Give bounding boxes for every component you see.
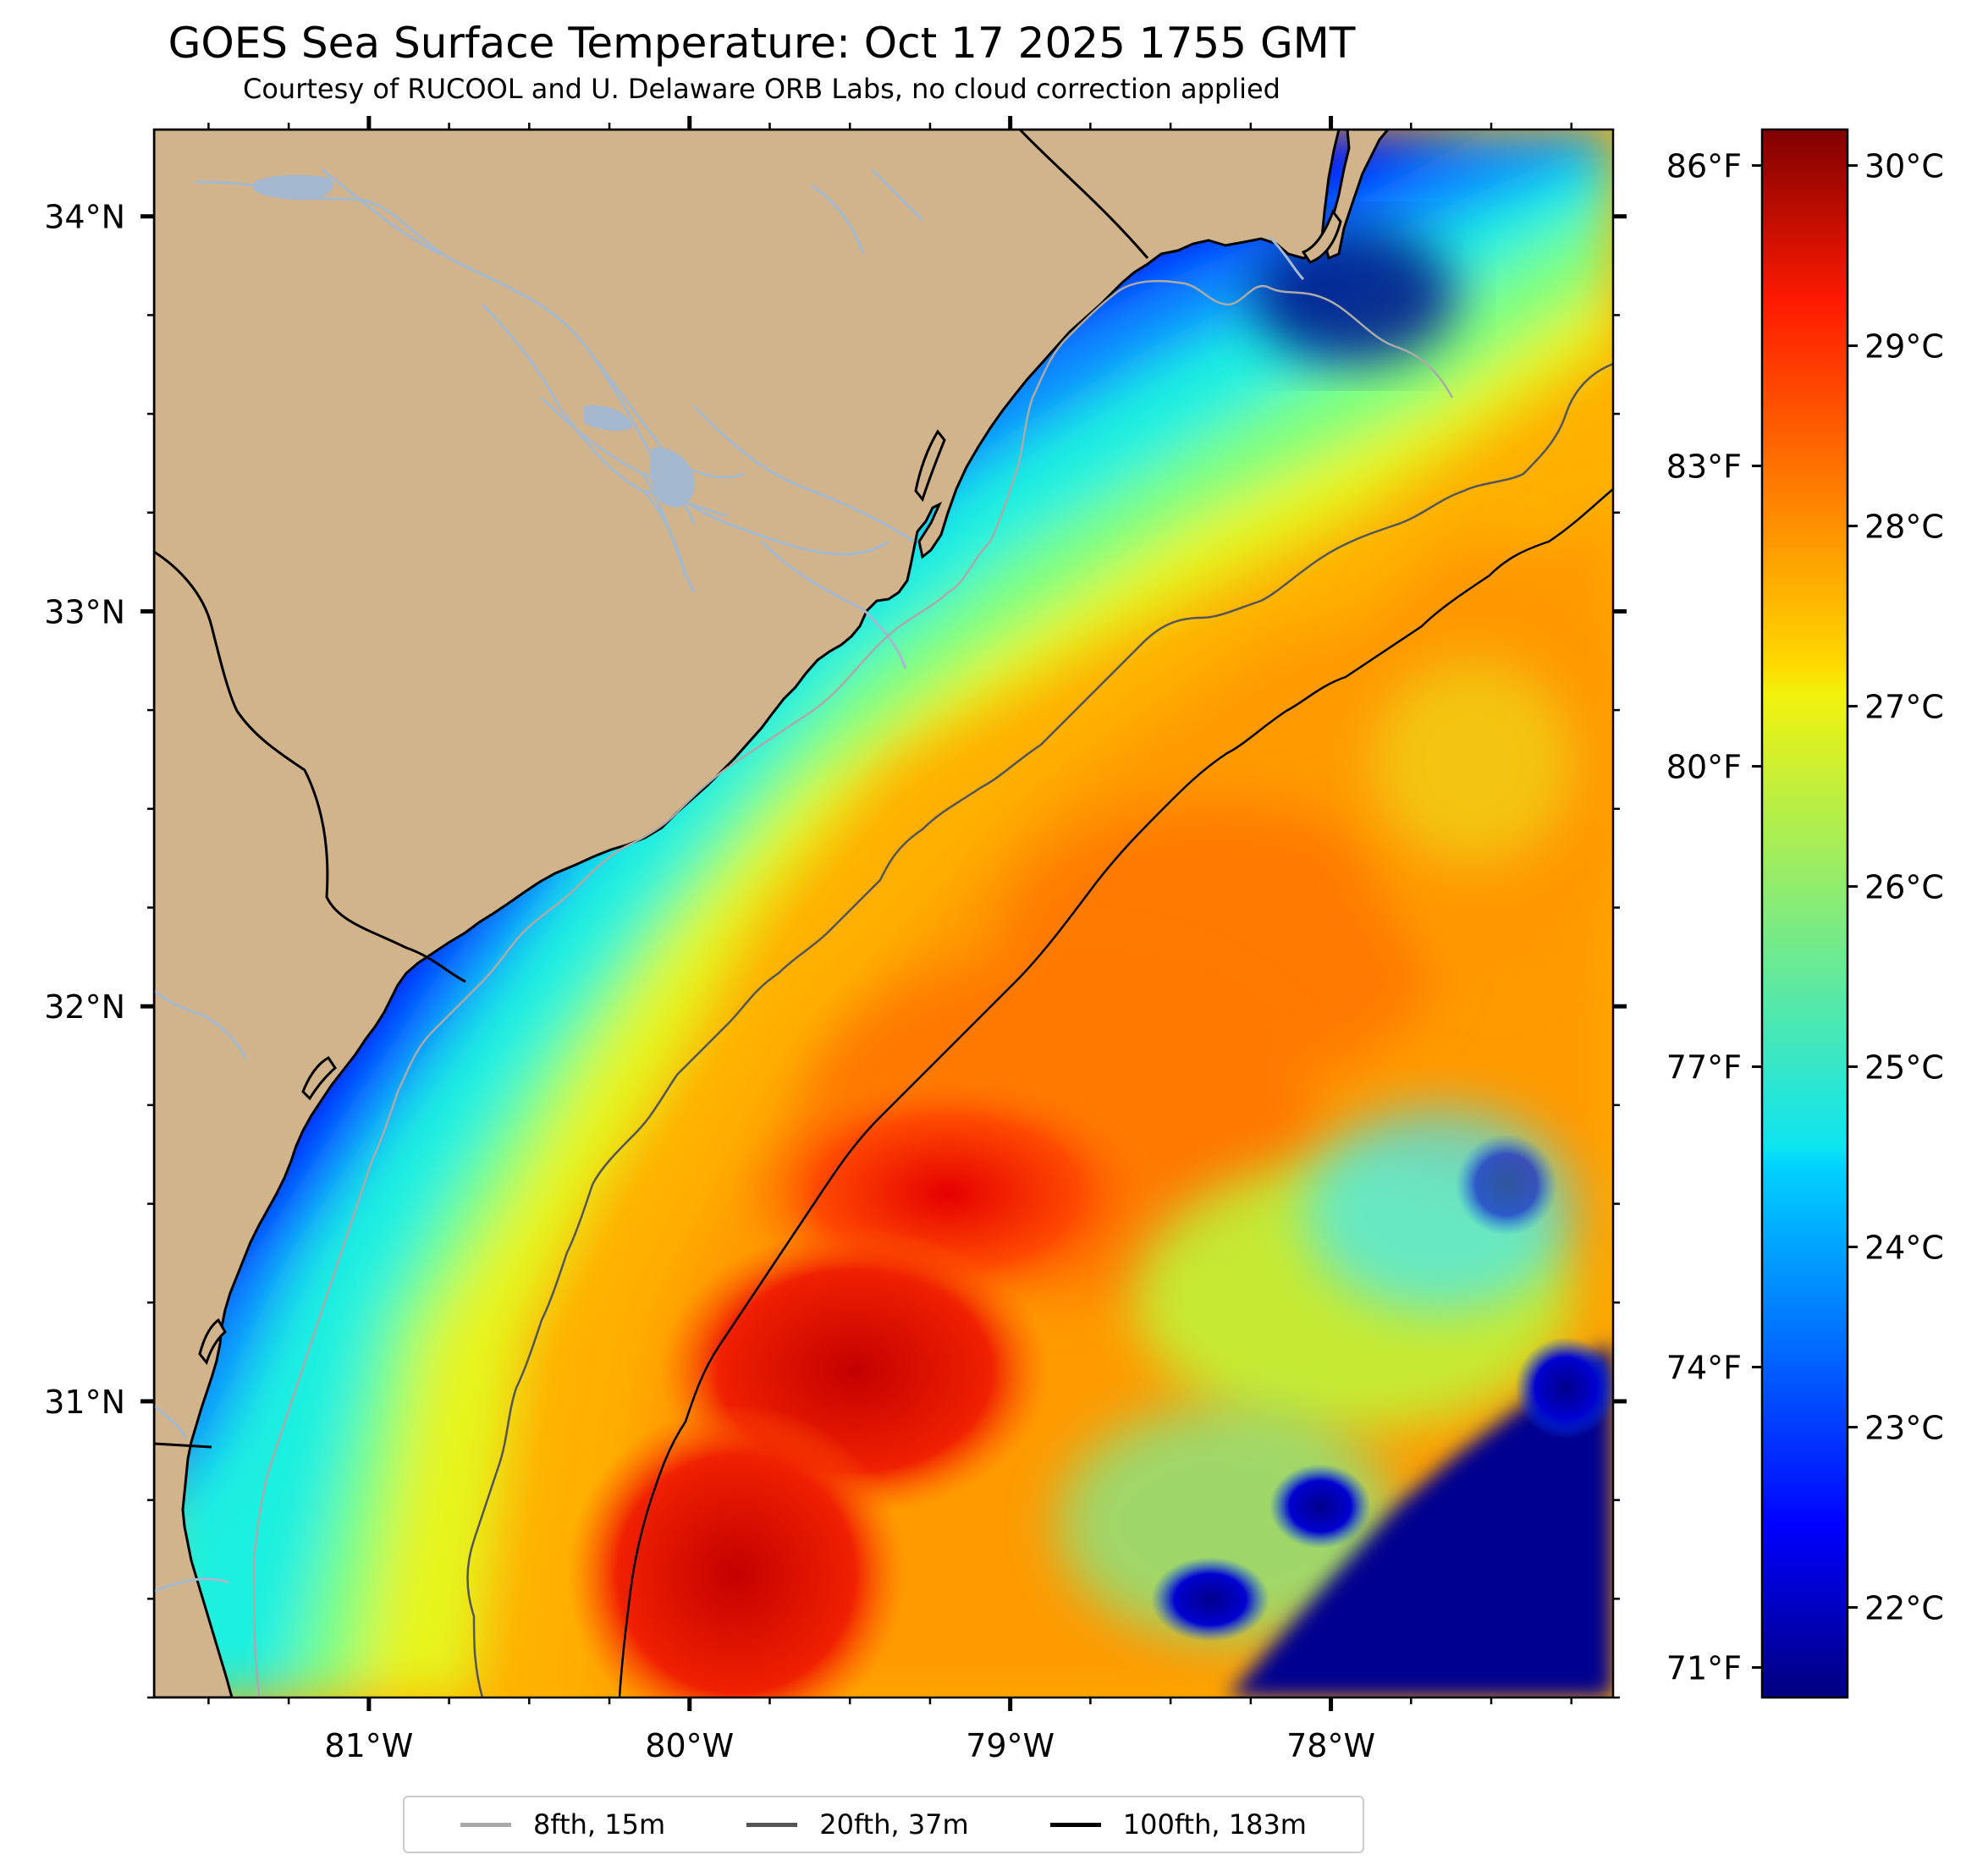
lat-tick-label: 34°N xyxy=(44,199,125,236)
state-borders xyxy=(154,129,1149,1449)
celsius-tick-label: 27°C xyxy=(1864,689,1944,726)
legend-item-20fth: 20fth, 37m xyxy=(746,1808,969,1841)
fahrenheit-tick-label: 74°F xyxy=(1666,1350,1742,1387)
lat-tick-label: 32°N xyxy=(44,988,125,1026)
isobaths xyxy=(252,279,1613,1698)
lon-tick-label: 81°W xyxy=(324,1727,413,1764)
fahrenheit-tick-label: 71°F xyxy=(1666,1650,1742,1687)
legend-label: 20fth, 37m xyxy=(819,1808,969,1841)
celsius-tick-label: 28°C xyxy=(1864,509,1944,546)
map-axes: 81°W 80°W 79°W 78°W 31°N 32°N 33°N 34°N xyxy=(44,116,1627,1764)
celsius-tick-label: 24°C xyxy=(1864,1230,1944,1267)
fahrenheit-tick-label: 83°F xyxy=(1666,448,1742,486)
lon-tick-label: 79°W xyxy=(966,1727,1055,1764)
legend-label: 8fth, 15m xyxy=(533,1808,666,1841)
celsius-tick-label: 29°C xyxy=(1864,328,1944,366)
map-frame xyxy=(152,128,1615,1699)
isobath-legend: 8fth, 15m 20fth, 37m 100fth, 183m xyxy=(403,1796,1364,1853)
land xyxy=(154,129,1390,1698)
legend-item-8fth: 8fth, 15m xyxy=(460,1808,665,1841)
celsius-tick-label: 30°C xyxy=(1864,148,1944,185)
fahrenheit-tick-label: 77°F xyxy=(1666,1049,1742,1087)
celsius-tick-label: 23°C xyxy=(1864,1410,1944,1447)
legend-item-100fth: 100fth, 183m xyxy=(1049,1808,1307,1841)
lon-tick-label: 80°W xyxy=(645,1727,734,1764)
lat-tick-label: 31°N xyxy=(44,1384,125,1421)
fahrenheit-tick-label: 80°F xyxy=(1666,749,1742,786)
celsius-tick-label: 22°C xyxy=(1864,1590,1944,1627)
chart-title: GOES Sea Surface Temperature: Oct 17 202… xyxy=(168,19,1356,68)
lat-tick-label: 33°N xyxy=(44,593,125,630)
celsius-tick-label: 26°C xyxy=(1864,869,1944,906)
fahrenheit-tick-label: 86°F xyxy=(1666,148,1742,185)
legend-line-icon xyxy=(460,1822,512,1827)
map-area xyxy=(154,129,1613,1698)
lakes xyxy=(254,174,695,508)
colorbar-axes: 22°C 23°C 24°C 25°C 26°C 27°C 28°C 29°C 30°C 71°F… xyxy=(1666,148,1944,1687)
colorbar xyxy=(1760,128,1849,1699)
celsius-tick-label: 25°C xyxy=(1864,1049,1944,1087)
legend-label: 100fth, 183m xyxy=(1122,1808,1307,1841)
lon-tick-label: 78°W xyxy=(1286,1727,1375,1764)
chart-subtitle: Courtesy of RUCOOL and U. Delaware ORB L… xyxy=(243,73,1280,105)
legend-line-icon xyxy=(1049,1822,1101,1827)
legend-line-icon xyxy=(746,1822,798,1827)
